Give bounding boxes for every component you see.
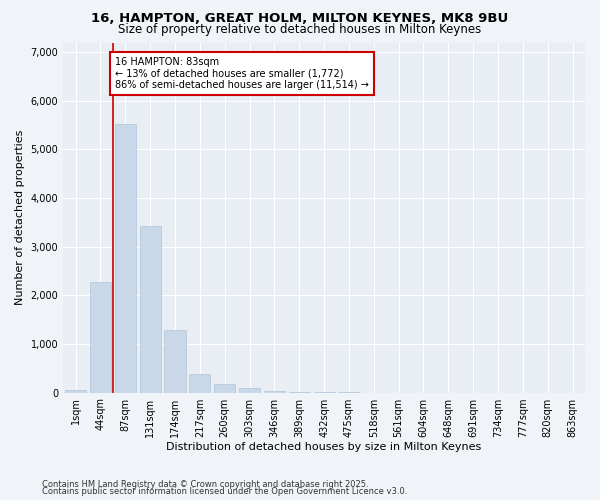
Text: 16, HAMPTON, GREAT HOLM, MILTON KEYNES, MK8 9BU: 16, HAMPTON, GREAT HOLM, MILTON KEYNES, … [91,12,509,26]
Bar [65,390,86,392]
Bar [164,330,185,392]
Bar [239,388,260,392]
Bar [140,226,161,392]
Text: Contains HM Land Registry data © Crown copyright and database right 2025.: Contains HM Land Registry data © Crown c… [42,480,368,489]
Y-axis label: Number of detached properties: Number of detached properties [15,130,25,305]
Bar [115,124,136,392]
Bar [90,282,111,393]
Bar [264,391,285,392]
Bar [214,384,235,392]
Text: Size of property relative to detached houses in Milton Keynes: Size of property relative to detached ho… [118,22,482,36]
Bar [189,374,211,392]
Text: 16 HAMPTON: 83sqm
← 13% of detached houses are smaller (1,772)
86% of semi-detac: 16 HAMPTON: 83sqm ← 13% of detached hous… [115,57,369,90]
Text: Contains public sector information licensed under the Open Government Licence v3: Contains public sector information licen… [42,487,407,496]
X-axis label: Distribution of detached houses by size in Milton Keynes: Distribution of detached houses by size … [166,442,482,452]
